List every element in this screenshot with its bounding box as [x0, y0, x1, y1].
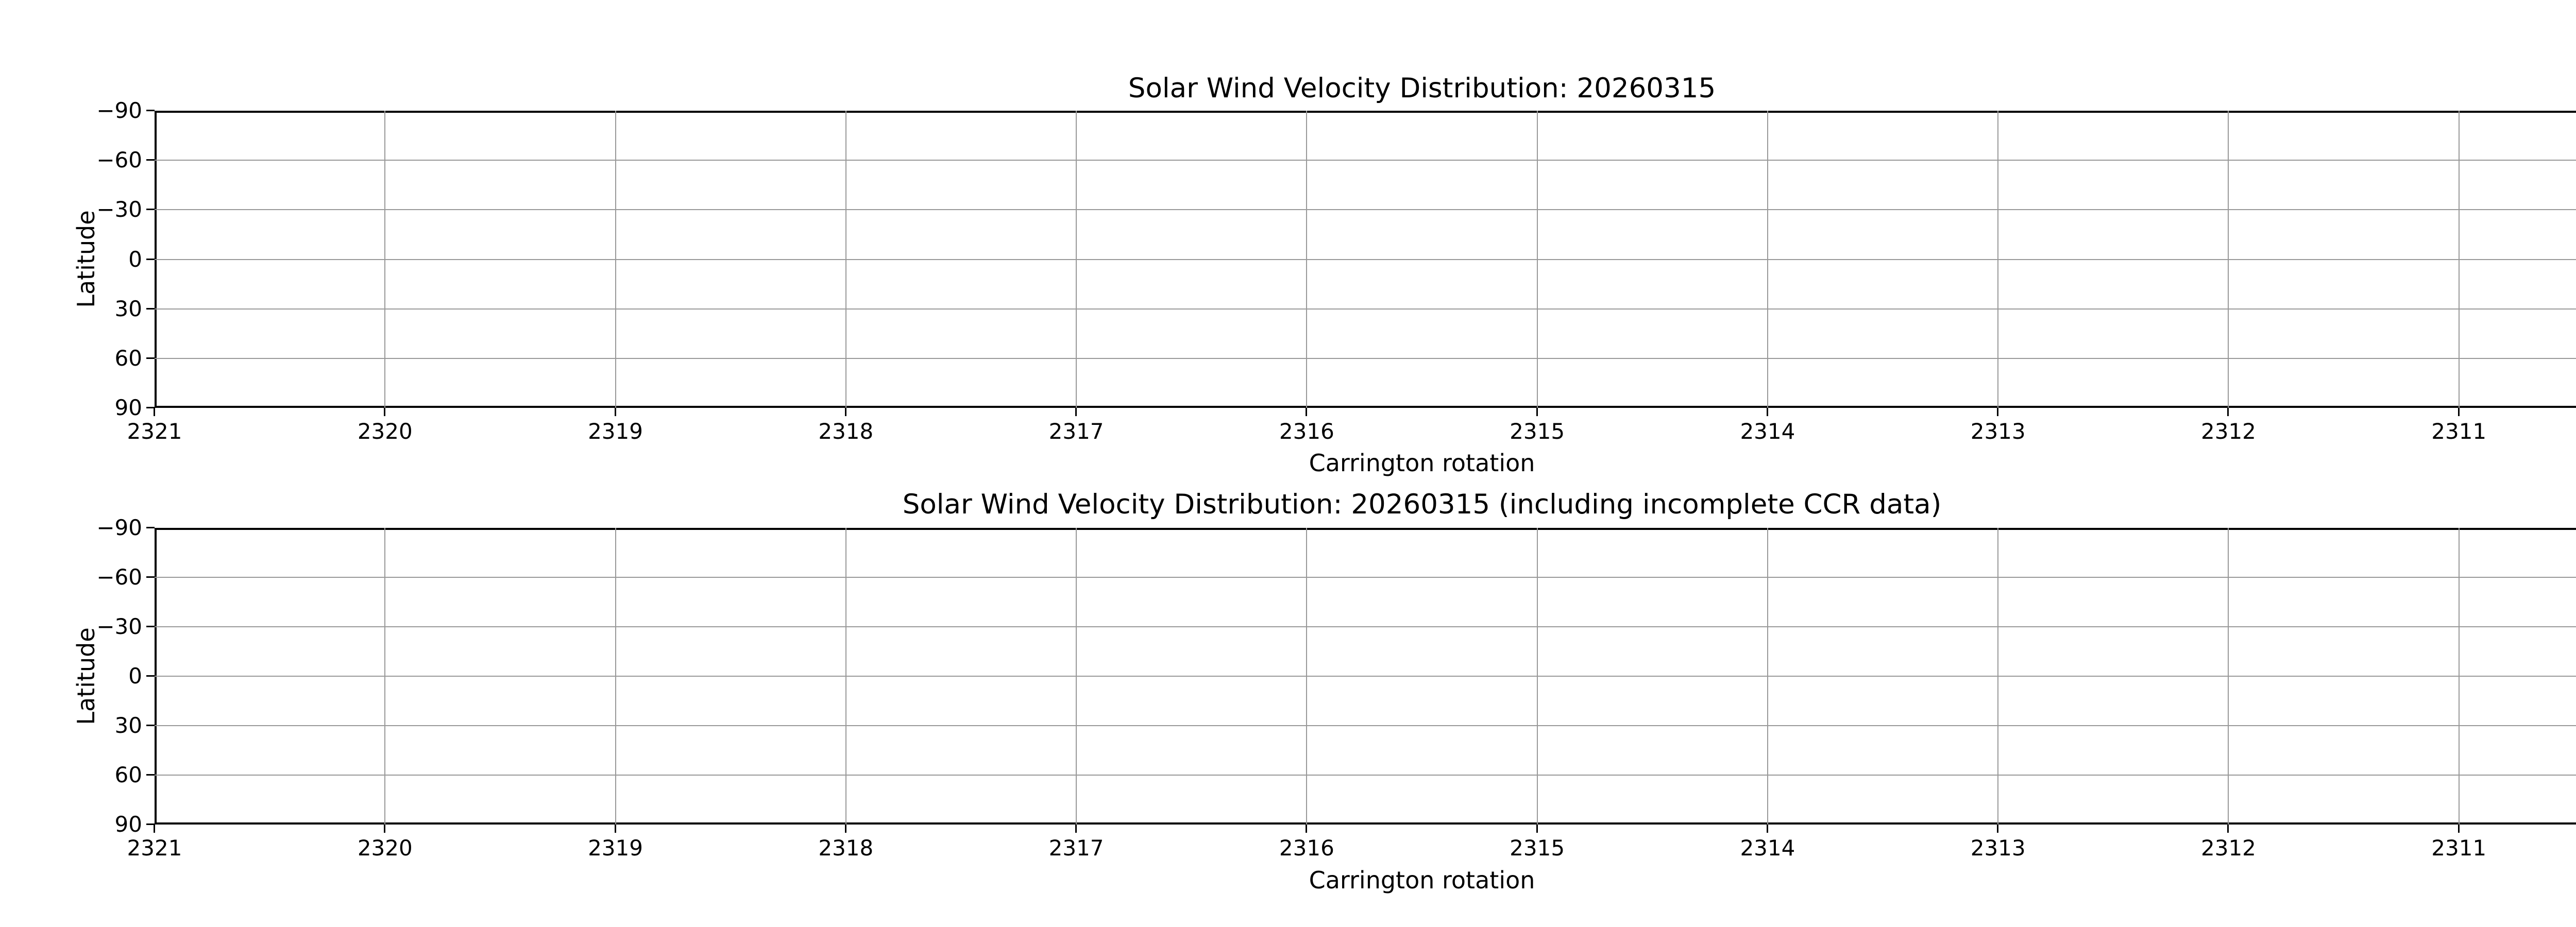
- x-tick-label: 2320: [357, 835, 413, 861]
- y-tick-mark: [146, 209, 155, 211]
- gridline-horizontal: [155, 308, 2576, 310]
- x-tick-mark: [2458, 825, 2460, 833]
- y-tick-label: 90: [114, 395, 142, 420]
- x-tick-mark: [1536, 825, 1538, 833]
- y-tick-mark: [146, 823, 155, 825]
- panel-1-x-axis-label: Carrington rotation: [1309, 449, 1535, 477]
- y-tick-mark: [146, 258, 155, 260]
- x-tick-label: 2318: [818, 419, 874, 444]
- x-tick-label: 2321: [127, 835, 182, 861]
- panel-2-x-axis-label: Carrington rotation: [1309, 866, 1535, 894]
- x-tick-mark: [1766, 408, 1768, 416]
- y-tick-label: 90: [114, 812, 142, 837]
- x-tick-label: 2311: [2431, 835, 2487, 861]
- gridline-horizontal: [155, 725, 2576, 726]
- y-tick-mark: [146, 774, 155, 776]
- y-tick-label: 60: [114, 762, 142, 787]
- y-tick-mark: [146, 357, 155, 359]
- y-tick-label: −30: [96, 197, 142, 222]
- y-tick-label: 30: [114, 296, 142, 321]
- x-tick-label: 2318: [818, 835, 874, 861]
- y-tick-label: −60: [96, 147, 142, 173]
- x-tick-mark: [1536, 408, 1538, 416]
- y-tick-mark: [146, 576, 155, 578]
- gridline-horizontal: [155, 357, 2576, 359]
- y-tick-mark: [146, 159, 155, 161]
- y-tick-mark: [146, 626, 155, 627]
- x-tick-label: 2312: [2201, 419, 2256, 444]
- gridline-horizontal: [155, 626, 2576, 627]
- x-tick-mark: [154, 825, 155, 833]
- y-tick-label: −60: [96, 564, 142, 590]
- x-tick-mark: [384, 825, 386, 833]
- y-tick-mark: [146, 527, 155, 528]
- y-tick-label: −90: [96, 98, 142, 123]
- x-tick-mark: [1766, 825, 1768, 833]
- x-tick-label: 2321: [127, 419, 182, 444]
- panel-2-title: Solar Wind Velocity Distribution: 202603…: [902, 489, 1942, 520]
- x-tick-label: 2311: [2431, 419, 2487, 444]
- x-tick-label: 2316: [1279, 419, 1334, 444]
- gridline-horizontal: [155, 259, 2576, 260]
- x-tick-label: 2312: [2201, 835, 2256, 861]
- x-tick-label: 2313: [1970, 419, 2026, 444]
- x-tick-mark: [384, 408, 386, 416]
- y-tick-mark: [146, 407, 155, 408]
- x-tick-mark: [1075, 825, 1077, 833]
- x-tick-mark: [2227, 408, 2229, 416]
- panel-1-title: Solar Wind Velocity Distribution: 202603…: [1128, 73, 1716, 104]
- x-tick-label: 2315: [1510, 419, 1565, 444]
- y-tick-label: 0: [128, 246, 142, 272]
- y-tick-label: −30: [96, 614, 142, 639]
- x-tick-label: 2320: [357, 419, 413, 444]
- x-tick-mark: [844, 408, 846, 416]
- y-tick-mark: [146, 110, 155, 111]
- x-tick-mark: [1306, 408, 1308, 416]
- y-tick-mark: [146, 675, 155, 677]
- gridline-horizontal: [155, 577, 2576, 578]
- x-tick-mark: [614, 825, 616, 833]
- x-tick-label: 2316: [1279, 835, 1334, 861]
- y-tick-mark: [146, 725, 155, 726]
- y-tick-label: 30: [114, 713, 142, 738]
- x-tick-label: 2314: [1740, 419, 1795, 444]
- x-tick-label: 2317: [1048, 835, 1104, 861]
- gridline-horizontal: [155, 775, 2576, 776]
- y-tick-label: 60: [114, 345, 142, 371]
- x-tick-mark: [614, 408, 616, 416]
- gridline-horizontal: [155, 676, 2576, 677]
- x-tick-label: 2319: [588, 419, 643, 444]
- y-tick-label: 0: [128, 663, 142, 689]
- x-tick-mark: [1306, 825, 1308, 833]
- x-tick-mark: [1997, 825, 1999, 833]
- x-tick-mark: [844, 825, 846, 833]
- x-tick-label: 2317: [1048, 419, 1104, 444]
- y-tick-label: −90: [96, 515, 142, 540]
- gridline-horizontal: [155, 160, 2576, 161]
- x-tick-label: 2319: [588, 835, 643, 861]
- x-tick-mark: [1075, 408, 1077, 416]
- x-tick-mark: [154, 408, 155, 416]
- x-tick-label: 2313: [1970, 835, 2026, 861]
- x-tick-mark: [2458, 408, 2460, 416]
- x-tick-label: 2314: [1740, 835, 1795, 861]
- x-tick-mark: [1997, 408, 1999, 416]
- x-tick-label: 2315: [1510, 835, 1565, 861]
- x-tick-mark: [2227, 825, 2229, 833]
- gridline-horizontal: [155, 209, 2576, 211]
- y-tick-mark: [146, 307, 155, 310]
